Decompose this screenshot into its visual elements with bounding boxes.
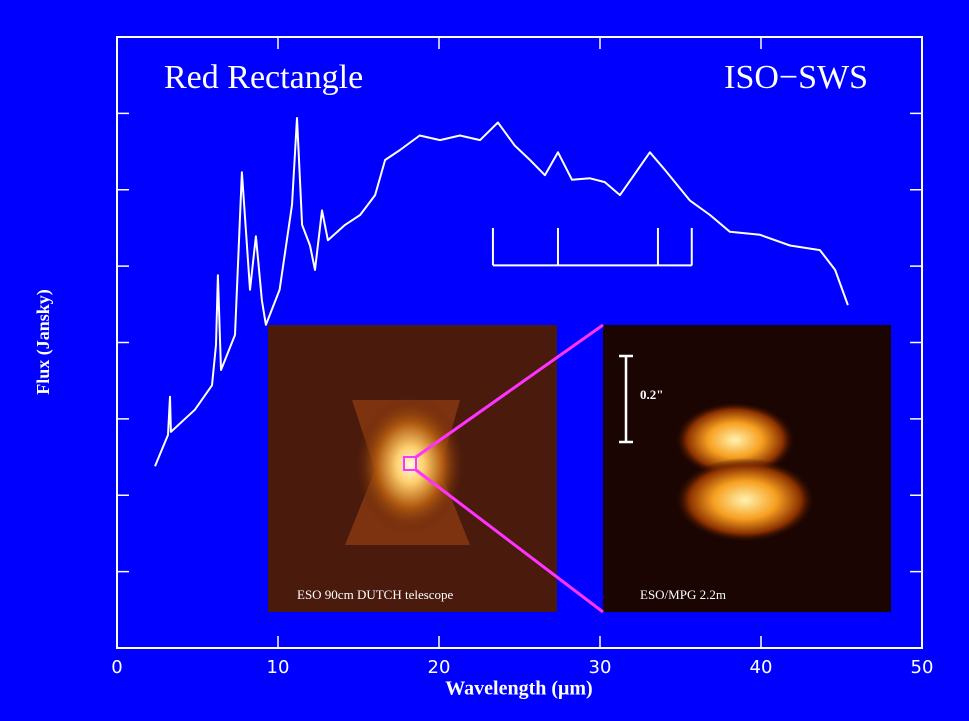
lobe (675, 402, 795, 478)
scale-label: 0.2" (640, 387, 663, 402)
chart-title: Red Rectangle (164, 59, 363, 96)
x-tick-label: 20 (428, 657, 451, 678)
x-tick-label: 0 (111, 657, 122, 678)
y-axis-label: Flux (Jansky) (33, 289, 54, 395)
x-tick-label: 30 (589, 657, 612, 678)
inset-caption: ESO/MPG 2.2m (640, 587, 726, 602)
x-tick-label: 50 (911, 657, 934, 678)
spectrum-line (154, 117, 849, 467)
chart-subtitle: ISO−SWS (724, 59, 868, 96)
inset-right: 0.2" ESO/MPG 2.2m (603, 325, 891, 612)
inset-caption: ESO 90cm DUTCH telescope (297, 587, 454, 602)
x-tick-label: 10 (267, 657, 290, 678)
inset-left: ESO 90cm DUTCH telescope (268, 325, 557, 612)
zoom-box (403, 456, 417, 471)
x-axis-label: Wavelength (μm) (445, 678, 592, 700)
zoom-line (415, 323, 604, 459)
lobe (675, 458, 815, 542)
zoom-line (415, 468, 604, 614)
x-tick-label: 40 (750, 657, 773, 678)
nebula-core (355, 395, 465, 535)
